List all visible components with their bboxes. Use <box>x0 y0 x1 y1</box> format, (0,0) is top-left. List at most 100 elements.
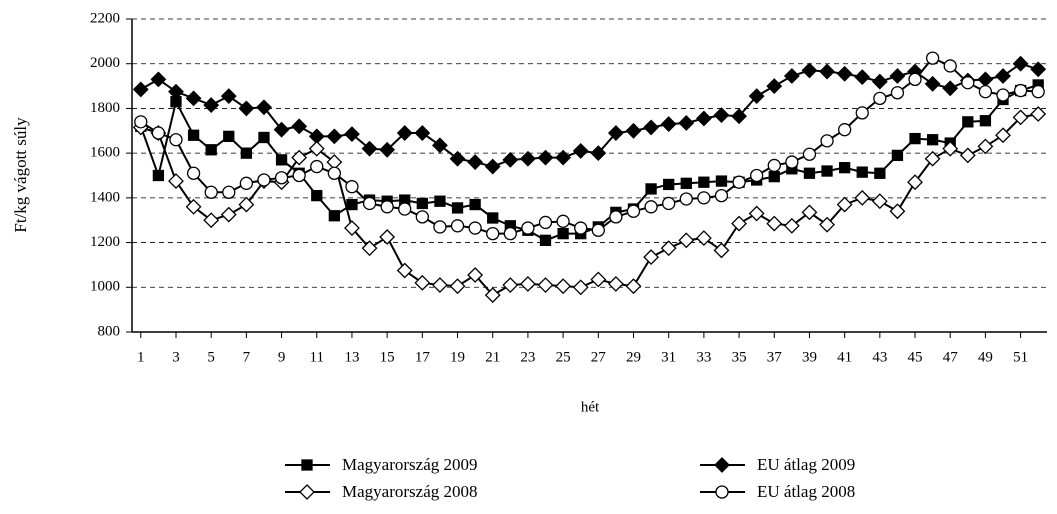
marker <box>660 116 677 132</box>
y-tick-label: 1600 <box>90 145 120 161</box>
marker <box>645 183 657 195</box>
marker <box>432 277 448 293</box>
marker <box>680 177 692 189</box>
marker <box>132 81 149 98</box>
marker <box>819 63 835 80</box>
marker <box>714 188 729 203</box>
marker <box>943 59 957 73</box>
marker <box>186 166 201 180</box>
y-axis-label: Ft/kg vágott súly <box>11 117 30 233</box>
marker <box>467 154 484 171</box>
marker <box>152 169 165 182</box>
x-tick-label: 7 <box>243 349 251 365</box>
marker <box>346 198 358 211</box>
marker <box>748 88 765 105</box>
series-line <box>140 56 1039 235</box>
marker <box>1012 109 1029 126</box>
series-line <box>140 62 1039 168</box>
marker <box>663 178 675 191</box>
marker <box>299 484 315 500</box>
x-tick-label: 11 <box>310 349 324 365</box>
marker <box>469 198 481 211</box>
marker <box>396 262 413 279</box>
marker <box>607 125 624 141</box>
marker <box>959 147 976 164</box>
marker <box>239 176 254 190</box>
y-tick-label: 800 <box>98 323 121 339</box>
x-tick-label: 37 <box>767 349 783 365</box>
marker <box>449 150 466 167</box>
marker <box>1030 106 1047 122</box>
marker <box>977 138 994 155</box>
marker <box>361 240 378 257</box>
marker <box>748 205 765 222</box>
marker <box>925 51 940 65</box>
marker <box>185 198 202 215</box>
marker <box>979 115 992 127</box>
marker <box>238 196 255 213</box>
marker <box>698 176 710 188</box>
y-tick-label: 2200 <box>90 10 120 26</box>
series-line <box>139 84 1039 242</box>
marker <box>327 166 342 180</box>
marker <box>679 192 693 206</box>
marker <box>977 71 994 88</box>
x-tick-label: 41 <box>837 349 852 365</box>
x-tick-label: 33 <box>696 349 711 365</box>
marker <box>451 202 464 214</box>
marker <box>715 175 728 187</box>
marker <box>873 91 887 106</box>
marker <box>783 217 800 234</box>
marker <box>644 200 658 214</box>
marker <box>203 97 220 113</box>
marker <box>168 83 184 100</box>
marker <box>801 204 818 221</box>
marker <box>256 99 272 116</box>
marker <box>697 191 711 205</box>
x-tick-label: 23 <box>520 349 535 365</box>
y-tick-label: 1400 <box>90 189 120 205</box>
marker <box>537 277 554 293</box>
marker <box>891 149 904 162</box>
marker <box>607 276 624 292</box>
marker <box>344 126 360 143</box>
marker <box>484 287 501 304</box>
marker <box>590 271 607 288</box>
marker <box>258 131 270 144</box>
x-tick-label: 1 <box>137 349 145 365</box>
marker <box>591 223 605 237</box>
marker <box>449 278 466 295</box>
marker <box>785 155 799 169</box>
marker <box>590 145 607 162</box>
x-tick-label: 3 <box>172 349 180 365</box>
marker <box>539 234 552 246</box>
marker <box>908 72 922 87</box>
marker <box>924 150 941 167</box>
marker <box>978 85 993 99</box>
marker <box>187 129 200 141</box>
marker <box>996 88 1010 102</box>
marker <box>538 215 553 230</box>
marker <box>519 276 536 292</box>
marker <box>274 171 289 185</box>
marker <box>821 165 833 177</box>
marker <box>695 230 712 247</box>
marker <box>961 76 975 90</box>
marker <box>414 125 431 141</box>
marker <box>662 196 676 211</box>
marker <box>768 170 780 183</box>
marker <box>574 221 588 235</box>
x-tick-label: 9 <box>278 349 286 365</box>
marker <box>301 459 313 471</box>
x-tick-label: 43 <box>872 349 887 365</box>
x-tick-label: 21 <box>485 349 500 365</box>
marker <box>308 140 325 157</box>
marker <box>487 212 499 224</box>
marker <box>169 133 183 147</box>
marker <box>766 215 783 232</box>
marker <box>838 162 851 174</box>
marker <box>416 197 428 210</box>
marker <box>238 100 255 117</box>
marker <box>203 212 220 229</box>
